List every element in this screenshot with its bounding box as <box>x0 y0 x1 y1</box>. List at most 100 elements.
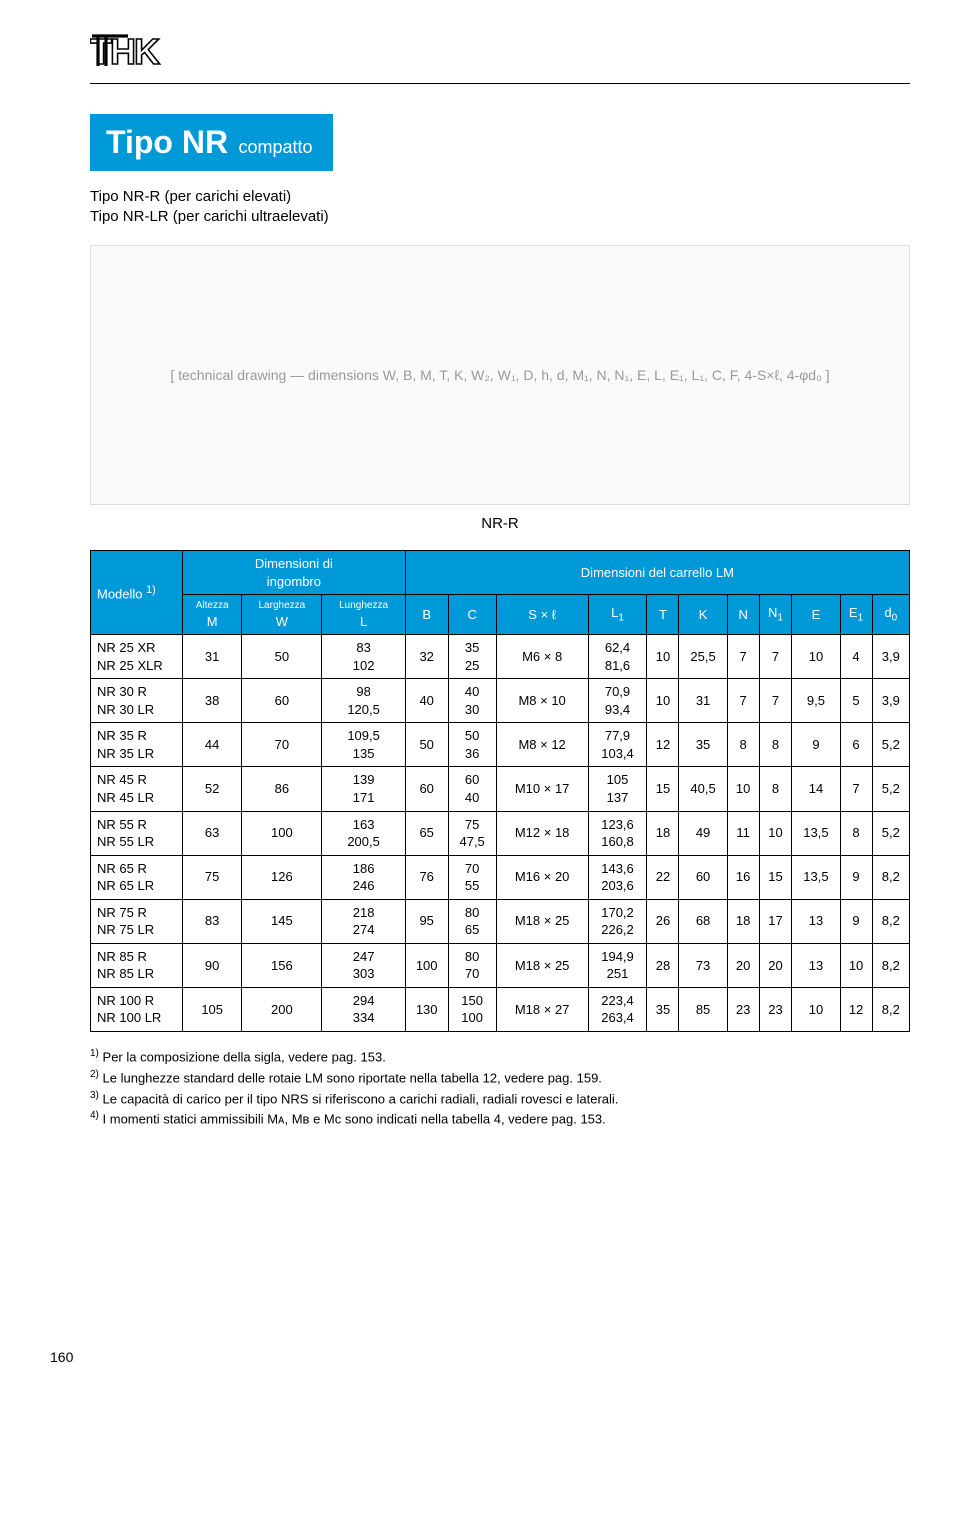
cell-C: 60 40 <box>448 767 496 811</box>
model-cell: NR 85 R NR 85 LR <box>91 943 183 987</box>
cell-E1: 10 <box>840 943 872 987</box>
table-row: NR 55 R NR 55 LR63100163 200,56575 47,5M… <box>91 811 910 855</box>
hdr-dimensioni-carrello: Dimensioni del carrello LM <box>405 551 909 595</box>
cell-E: 13,5 <box>792 855 840 899</box>
cell-E1: 7 <box>840 767 872 811</box>
table-row: NR 75 R NR 75 LR83145218 2749580 65M18 ×… <box>91 899 910 943</box>
model-cell: NR 35 R NR 35 LR <box>91 723 183 767</box>
cell-M: 44 <box>183 723 242 767</box>
col-carr-6: N <box>727 595 759 635</box>
cell-K: 40,5 <box>679 767 727 811</box>
cell-S: M16 × 20 <box>496 855 588 899</box>
cell-N: 23 <box>727 987 759 1031</box>
footnote: 2) Le lunghezze standard delle rotaie LM… <box>90 1067 910 1088</box>
cell-K: 49 <box>679 811 727 855</box>
footnote: 1) Per la composizione della sigla, vede… <box>90 1046 910 1067</box>
footnote: 4) I momenti statici ammissibili Mᴀ, Mʙ … <box>90 1108 910 1129</box>
hdr-dimensioni-ingombro: Dimensioni di ingombro <box>183 551 406 595</box>
col-carr-2: S × ℓ <box>496 595 588 635</box>
col-carr-5: K <box>679 595 727 635</box>
title-main: Tipo NR <box>106 124 228 160</box>
col-dim-0: AltezzaM <box>183 595 242 635</box>
col-carr-4: T <box>647 595 679 635</box>
cell-M: 52 <box>183 767 242 811</box>
cell-W: 100 <box>242 811 322 855</box>
cell-W: 70 <box>242 723 322 767</box>
cell-K: 73 <box>679 943 727 987</box>
cell-S: M8 × 10 <box>496 679 588 723</box>
cell-L1: 143,6 203,6 <box>588 855 647 899</box>
cell-B: 32 <box>405 635 448 679</box>
cell-M: 90 <box>183 943 242 987</box>
subtitle-2: Tipo NR-LR (per carichi ultraelevati) <box>90 208 910 225</box>
col-dim-2: LunghezzaL <box>322 595 405 635</box>
cell-W: 145 <box>242 899 322 943</box>
cell-T: 28 <box>647 943 679 987</box>
cell-M: 83 <box>183 899 242 943</box>
cell-N: 11 <box>727 811 759 855</box>
cell-E1: 5 <box>840 679 872 723</box>
cell-C: 50 36 <box>448 723 496 767</box>
model-cell: NR 65 R NR 65 LR <box>91 855 183 899</box>
cell-d0: 5,2 <box>872 767 909 811</box>
cell-T: 15 <box>647 767 679 811</box>
col-carr-10: d0 <box>872 595 909 635</box>
cell-T: 26 <box>647 899 679 943</box>
cell-L1: 62,4 81,6 <box>588 635 647 679</box>
cell-E: 10 <box>792 987 840 1031</box>
cell-N: 7 <box>727 679 759 723</box>
cell-E: 13 <box>792 943 840 987</box>
cell-B: 60 <box>405 767 448 811</box>
cell-B: 65 <box>405 811 448 855</box>
cell-C: 70 55 <box>448 855 496 899</box>
col-carr-8: E <box>792 595 840 635</box>
cell-B: 40 <box>405 679 448 723</box>
cell-E1: 12 <box>840 987 872 1031</box>
cell-d0: 5,2 <box>872 723 909 767</box>
cell-E1: 4 <box>840 635 872 679</box>
table-row: NR 30 R NR 30 LR386098 120,54040 30M8 × … <box>91 679 910 723</box>
footnote: 3) Le capacità di carico per il tipo NRS… <box>90 1088 910 1109</box>
cell-C: 75 47,5 <box>448 811 496 855</box>
cell-C: 150 100 <box>448 987 496 1031</box>
cell-T: 22 <box>647 855 679 899</box>
cell-M: 38 <box>183 679 242 723</box>
svg-text:THK: THK <box>90 31 160 72</box>
cell-L1: 70,9 93,4 <box>588 679 647 723</box>
cell-M: 31 <box>183 635 242 679</box>
cell-N1: 7 <box>759 635 792 679</box>
cell-L1: 77,9 103,4 <box>588 723 647 767</box>
col-carr-7: N1 <box>759 595 792 635</box>
diagram-placeholder-text: [ technical drawing — dimensions W, B, M… <box>170 367 829 383</box>
cell-W: 86 <box>242 767 322 811</box>
col-carr-1: C <box>448 595 496 635</box>
table-row: NR 65 R NR 65 LR75126186 2467670 55M16 ×… <box>91 855 910 899</box>
cell-M: 63 <box>183 811 242 855</box>
cell-S: M6 × 8 <box>496 635 588 679</box>
cell-S: M18 × 25 <box>496 899 588 943</box>
col-model: Modello 1) <box>91 551 183 635</box>
cell-T: 10 <box>647 635 679 679</box>
spec-table: Modello 1) Dimensioni di ingombro Dimens… <box>90 550 910 1032</box>
cell-L: 98 120,5 <box>322 679 405 723</box>
cell-N1: 23 <box>759 987 792 1031</box>
cell-K: 25,5 <box>679 635 727 679</box>
cell-W: 200 <box>242 987 322 1031</box>
cell-E1: 8 <box>840 811 872 855</box>
cell-K: 31 <box>679 679 727 723</box>
cell-S: M12 × 18 <box>496 811 588 855</box>
table-row: NR 100 R NR 100 LR105200294 334130150 10… <box>91 987 910 1031</box>
cell-C: 80 65 <box>448 899 496 943</box>
cell-S: M10 × 17 <box>496 767 588 811</box>
cell-W: 60 <box>242 679 322 723</box>
cell-L: 186 246 <box>322 855 405 899</box>
cell-L: 109,5 135 <box>322 723 405 767</box>
cell-L: 139 171 <box>322 767 405 811</box>
table-row: NR 25 XR NR 25 XLR315083 1023235 25M6 × … <box>91 635 910 679</box>
cell-N1: 17 <box>759 899 792 943</box>
table-row: NR 35 R NR 35 LR4470109,5 1355050 36M8 ×… <box>91 723 910 767</box>
table-row: NR 45 R NR 45 LR5286139 1716060 40M10 × … <box>91 767 910 811</box>
footnotes: 1) Per la composizione della sigla, vede… <box>90 1046 910 1129</box>
cell-T: 35 <box>647 987 679 1031</box>
cell-L1: 170,2 226,2 <box>588 899 647 943</box>
